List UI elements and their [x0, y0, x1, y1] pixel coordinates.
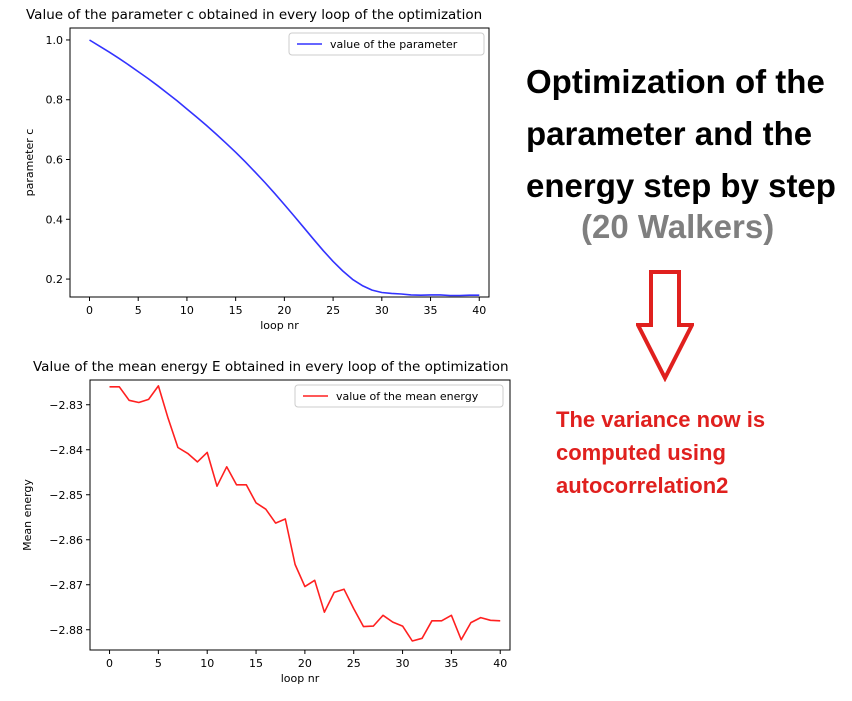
legend-label: value of the parameter: [330, 38, 458, 51]
legend-box: [294, 384, 504, 408]
y-tick-label: −2.85: [49, 489, 83, 502]
x-tick-label: 0: [86, 304, 93, 317]
y-tick-label: −2.87: [49, 579, 83, 592]
walkers-subtitle: (20 Walkers): [581, 208, 775, 245]
x-tick-label: 35: [444, 657, 458, 670]
x-tick-label: 15: [229, 304, 243, 317]
x-tick-label: 25: [326, 304, 340, 317]
x-tick-label: 5: [135, 304, 142, 317]
down-arrow-shape: [636, 270, 694, 382]
side-title: Optimization of the parameter and the en…: [526, 63, 836, 204]
x-tick-label: 0: [106, 657, 113, 670]
y-axis-label: Mean energy: [21, 479, 34, 551]
x-tick-label: 15: [249, 657, 263, 670]
y-tick-label: 1.0: [46, 34, 64, 47]
y-tick-label: 0.8: [46, 94, 64, 107]
parameter-chart: Value of the parameter c obtained in eve…: [0, 0, 500, 349]
legend-box: [288, 32, 485, 56]
x-tick-label: 35: [424, 304, 438, 317]
y-tick-label: −2.86: [49, 534, 83, 547]
series-line: [89, 39, 480, 297]
x-tick-label: 25: [347, 657, 361, 670]
x-tick-label: 30: [396, 657, 410, 670]
y-tick-label: −2.84: [49, 444, 83, 457]
y-tick-label: 0.6: [46, 154, 64, 167]
x-axis-label: loop nr: [260, 319, 299, 332]
x-tick-label: 20: [298, 657, 312, 670]
x-tick-label: 40: [472, 304, 486, 317]
series-line: [109, 385, 501, 642]
x-tick-label: 10: [180, 304, 194, 317]
x-tick-label: 30: [375, 304, 389, 317]
chart-title: Value of the mean energy E obtained in e…: [33, 359, 509, 375]
chart-title: Value of the parameter c obtained in eve…: [26, 7, 482, 23]
x-axis-label: loop nr: [281, 672, 320, 685]
plot-frame: [89, 379, 511, 651]
y-tick-label: −2.88: [49, 624, 83, 637]
x-tick-label: 40: [493, 657, 507, 670]
x-tick-label: 10: [200, 657, 214, 670]
y-tick-label: −2.83: [49, 399, 83, 412]
y-tick-label: 0.2: [46, 273, 64, 286]
legend-label: value of the mean energy: [336, 390, 479, 403]
variance-note: The variance now is computed using autoc…: [556, 407, 766, 498]
plot-frame: [69, 27, 490, 298]
x-tick-label: 20: [277, 304, 291, 317]
x-tick-label: 5: [155, 657, 162, 670]
y-axis-label: parameter c: [23, 129, 36, 197]
down-arrow-icon: [636, 270, 694, 382]
energy-chart-svg: Value of the mean energy E obtained in e…: [21, 359, 511, 685]
y-tick-label: 0.4: [46, 213, 64, 226]
parameter-chart-svg: Value of the parameter c obtained in eve…: [23, 7, 490, 332]
energy-chart: Value of the mean energy E obtained in e…: [0, 352, 520, 701]
